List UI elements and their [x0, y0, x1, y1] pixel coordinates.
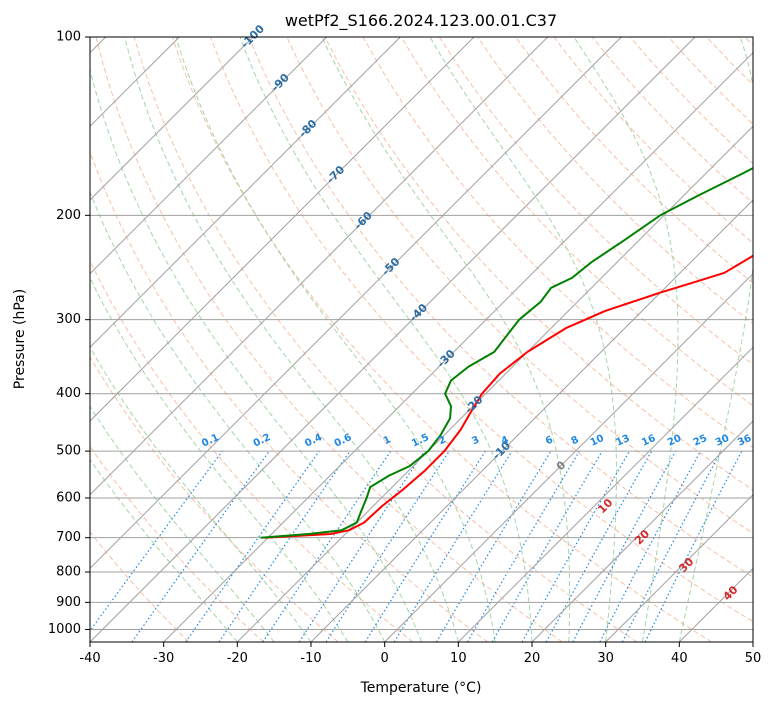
- mixing-ratio-label: 1: [382, 434, 393, 447]
- chart-title: wetPf2_S166.2024.123.00.01.C37: [285, 11, 557, 31]
- dry-adiabat-line: [515, 37, 753, 284]
- isotherm-line: [90, 37, 475, 422]
- x-tick-label: 20: [524, 651, 541, 666]
- mixing-ratio-line: [545, 450, 653, 642]
- dewpoint-line: [260, 167, 753, 539]
- y-tick-label: 400: [56, 386, 81, 401]
- mixing-ratio-label: 8: [570, 434, 581, 447]
- moist-adiabat-line: [90, 190, 386, 642]
- isotherm-line: [90, 37, 401, 349]
- y-tick-label: 1000: [48, 622, 81, 637]
- isotherm-line: [384, 272, 753, 642]
- dry-adiabat-line: [90, 356, 339, 642]
- moist-adiabat-line: [573, 37, 679, 642]
- isotherm-line: [457, 346, 753, 642]
- mixing-ratio-label: 25: [692, 433, 709, 449]
- dry-adiabat-line: [171, 37, 712, 642]
- x-tick-label: 30: [597, 651, 614, 666]
- moist-adiabat-line: [90, 277, 349, 642]
- dry-adiabat-line: [90, 150, 488, 642]
- x-tick-label: -10: [300, 651, 321, 666]
- isotherm-line: [90, 37, 328, 275]
- isotherm-line: [90, 37, 622, 570]
- moist-adiabat-line: [321, 37, 571, 642]
- mixing-ratio-line: [644, 450, 743, 642]
- x-tick-label: -40: [79, 651, 100, 666]
- mixing-ratio-line: [393, 450, 513, 642]
- mixing-ratio-line: [521, 450, 631, 642]
- dry-adiabat-line: [90, 531, 190, 642]
- x-tick-label: -20: [227, 651, 248, 666]
- mixing-ratio-label: 16: [640, 433, 657, 449]
- y-tick-label: 900: [56, 595, 81, 610]
- mixing-ratio-line: [185, 450, 320, 642]
- isotherm-line: [90, 37, 549, 496]
- isotherm-line: [236, 125, 753, 642]
- mixing-ratio-line: [218, 450, 351, 642]
- dry-adiabat-line: [133, 37, 638, 642]
- isotherm-line: [531, 420, 753, 642]
- dry-adiabat-line: [210, 37, 753, 623]
- plot-frame: [89, 36, 754, 643]
- plot-series: [260, 167, 753, 539]
- dry-adiabat-line: [95, 37, 563, 642]
- isotherm-line: [310, 199, 753, 642]
- mixing-ratio-label: 3: [470, 434, 481, 447]
- y-tick-label: 500: [56, 444, 81, 459]
- y-tick-label: 700: [56, 530, 81, 545]
- isotherm-line: [163, 51, 753, 642]
- axes-ticks: -40 -30 -20 -10 0 10 20 30 40 50 100 200 300 400 500 60…: [48, 30, 761, 667]
- mixing-ratio-line: [572, 450, 677, 642]
- plot-grid: [90, 37, 753, 642]
- y-tick-label: 300: [56, 312, 81, 327]
- moist-adiabat-line: [429, 37, 617, 642]
- moist-adiabat-line: [175, 37, 496, 642]
- dry-adiabat-line: [248, 37, 753, 578]
- x-tick-label: 50: [745, 651, 762, 666]
- dry-adiabat-line: [324, 37, 753, 491]
- x-axis-label: Temperature (°C): [360, 680, 482, 696]
- x-tick-label: 0: [381, 651, 389, 666]
- y-tick-label: 200: [56, 208, 81, 223]
- x-tick-label: 10: [450, 651, 467, 666]
- dry-adiabat-line: [438, 37, 753, 366]
- isotherm-line: [90, 37, 254, 201]
- mixing-ratio-label: 6: [544, 434, 555, 447]
- moist-adiabat-line: [678, 37, 753, 642]
- y-tick-label: 800: [56, 565, 81, 580]
- mixing-ratio-label: 2: [437, 434, 448, 447]
- x-tick-label: -30: [153, 651, 174, 666]
- moist-adiabat-line: [239, 37, 533, 642]
- mixing-ratio-label: 30: [714, 433, 731, 449]
- mixing-ratio-label: 4: [500, 434, 511, 447]
- mixing-ratio-label: 13: [614, 433, 631, 449]
- x-tick-label: 40: [671, 651, 688, 666]
- mixing-ratio-label: 36: [736, 433, 753, 449]
- y-axis-label: Pressure (hPa): [12, 289, 28, 389]
- temperature-line: [264, 254, 753, 539]
- mixing-ratio-line: [325, 450, 450, 642]
- isotherm-line: [90, 37, 696, 642]
- moist-adiabat-line: [124, 37, 459, 642]
- dry-adiabat-line: [400, 37, 753, 407]
- mixing-ratio-label: 20: [666, 433, 683, 449]
- mixing-ratio-line: [262, 450, 392, 642]
- moist-adiabat-line: [90, 458, 238, 642]
- mixing-ratio-label: 10: [589, 433, 606, 449]
- y-tick-label: 100: [56, 30, 81, 45]
- isotherm-line: [605, 493, 753, 642]
- y-tick-label: 600: [56, 491, 81, 506]
- moist-adiabat-line: [90, 67, 422, 642]
- dry-adiabat-line: [90, 445, 264, 642]
- mixing-ratio-line: [90, 450, 223, 632]
- moist-adiabat-line: [90, 405, 275, 642]
- mixing-ratio-line: [131, 450, 270, 642]
